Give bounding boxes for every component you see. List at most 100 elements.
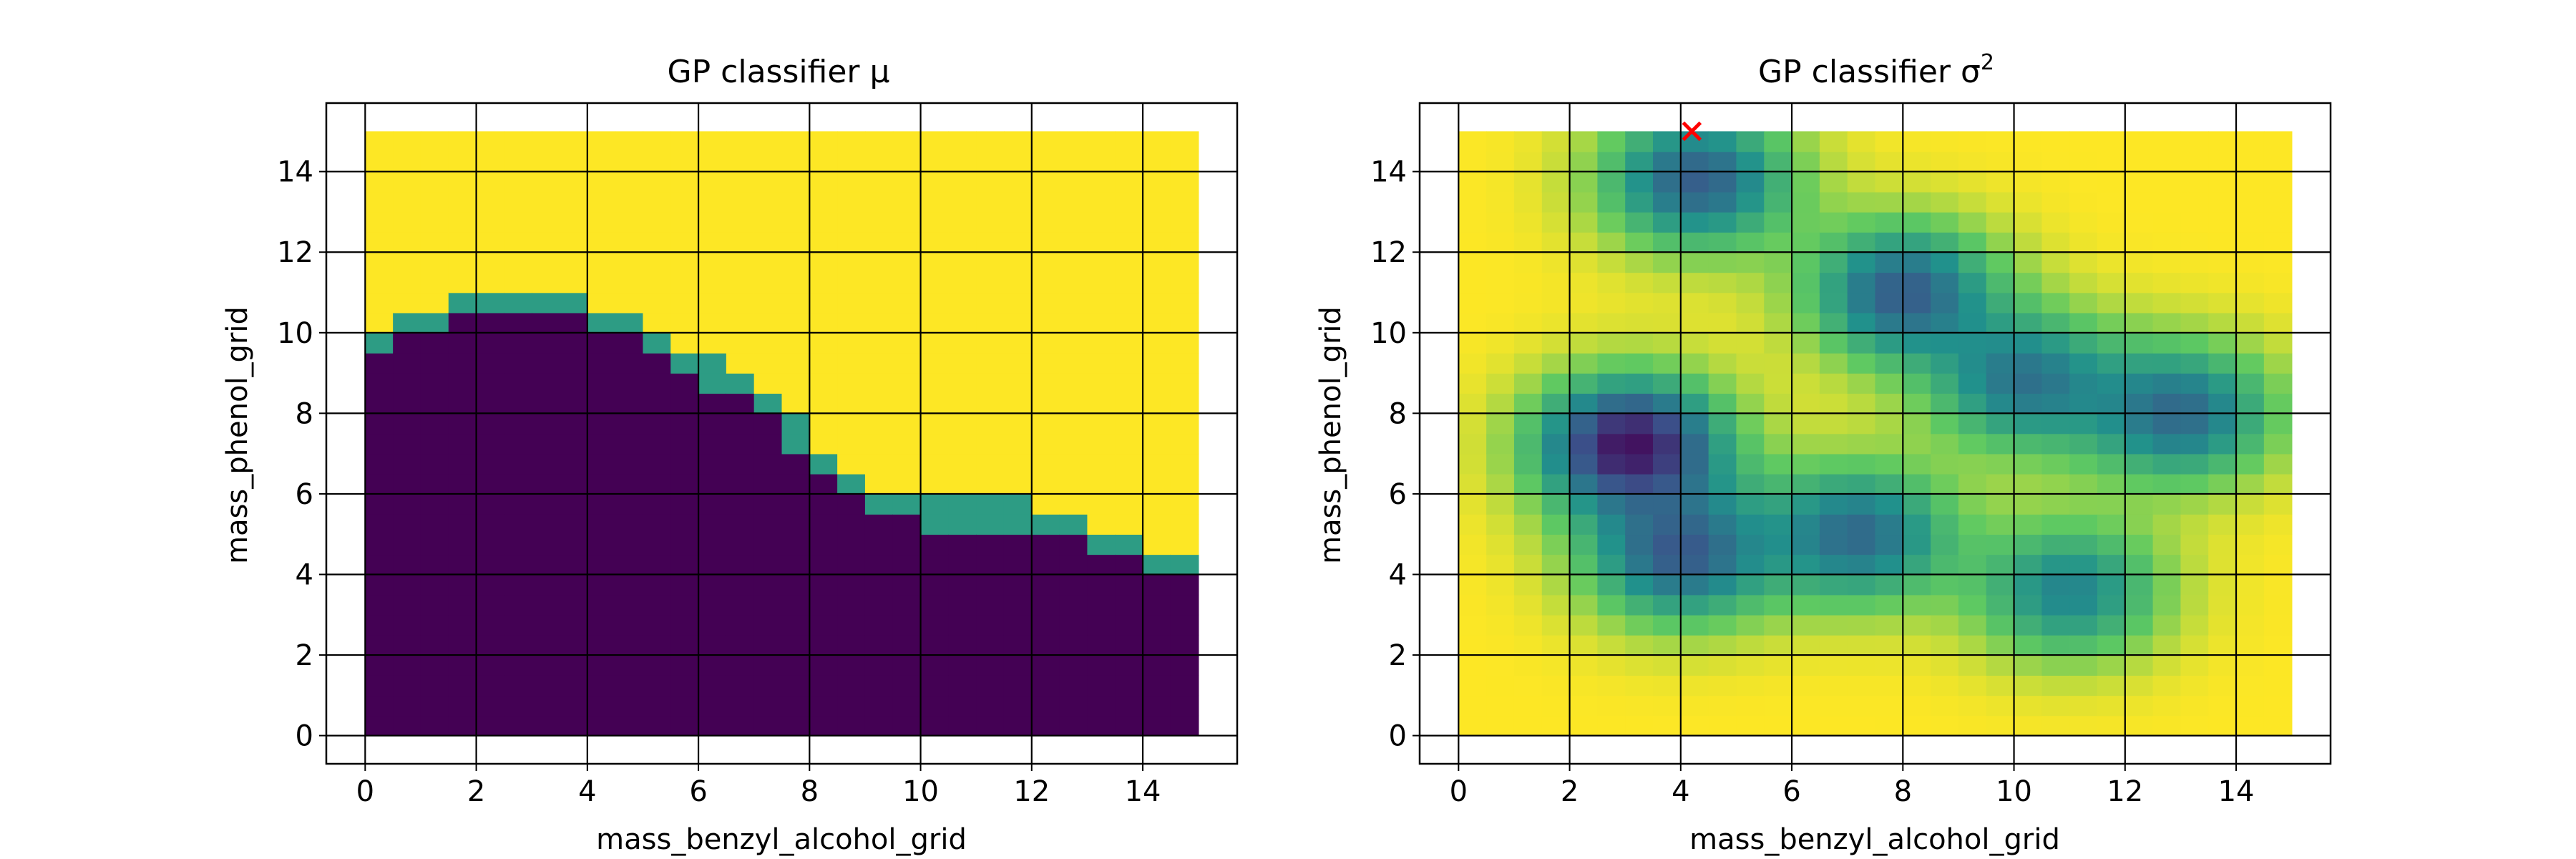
heatmap-cell (1931, 352, 1959, 374)
heatmap-cell (448, 312, 477, 334)
heatmap-cell (1708, 473, 1737, 495)
heatmap-cell (448, 473, 477, 495)
heatmap-cell (1541, 191, 1571, 213)
heatmap-cell (864, 493, 894, 515)
heatmap-cell (1003, 715, 1033, 737)
heatmap-cell (393, 655, 421, 676)
heatmap-cell (892, 473, 922, 495)
heatmap-cell (809, 514, 838, 535)
heatmap-cell (1764, 191, 1792, 213)
heatmap-cell (643, 574, 672, 596)
heatmap-cell (2208, 594, 2237, 616)
heatmap-cell (864, 252, 894, 273)
heatmap-cell (1792, 695, 1820, 717)
y-tick-label: 0 (296, 720, 313, 753)
heatmap-cell (2180, 614, 2210, 636)
heatmap-cell (2124, 594, 2154, 616)
heatmap-cell (2208, 151, 2237, 173)
heatmap-cell (393, 493, 421, 515)
y-tick-label: 2 (1389, 639, 1407, 672)
heatmap-cell (1458, 373, 1487, 394)
heatmap-cell (2097, 534, 2126, 555)
heatmap-cell (2236, 312, 2265, 334)
heatmap-cell (1170, 634, 1199, 656)
heatmap-cell (1143, 614, 1171, 636)
heatmap-cell (670, 211, 699, 233)
heatmap-cell (1003, 594, 1033, 616)
heatmap-cell (670, 493, 699, 515)
heatmap-cell (1458, 272, 1487, 293)
heatmap-cell (2124, 151, 2154, 173)
heatmap-cell (2124, 232, 2154, 253)
heatmap-cell (1792, 473, 1820, 495)
heatmap-cell (781, 252, 811, 273)
heatmap-cell (698, 332, 727, 354)
heatmap-cell (420, 453, 449, 475)
heatmap-cell (1903, 252, 1931, 273)
heatmap-cell (2014, 433, 2043, 455)
heatmap-cell (1819, 655, 1848, 676)
heatmap-cell (698, 493, 727, 515)
heatmap-cell (781, 675, 811, 697)
heatmap-cell (920, 413, 950, 435)
heatmap-cell (1458, 352, 1487, 374)
heatmap-cell (976, 534, 1005, 555)
heatmap-cell (948, 675, 977, 697)
axes-frame (325, 102, 1239, 765)
heatmap-cell (643, 493, 672, 515)
heatmap-cell (2041, 554, 2070, 576)
heatmap-cell (1819, 634, 1848, 656)
heatmap-cell (2152, 614, 2182, 636)
heatmap-cell (1059, 473, 1088, 495)
heatmap-cell (1764, 292, 1792, 314)
heatmap-cell (1486, 292, 1515, 314)
heatmap-cell (2014, 695, 2043, 717)
heatmap-cell (670, 332, 699, 354)
heatmap-cell (781, 191, 811, 213)
heatmap-cell (532, 493, 560, 515)
heatmap-cell (1031, 373, 1060, 394)
heatmap-cell (365, 433, 394, 455)
heatmap-cell (1597, 675, 1626, 697)
heatmap-cell (587, 272, 616, 293)
heatmap-cell (1087, 473, 1116, 495)
heatmap-cell (1764, 473, 1792, 495)
heatmap-cell (1143, 413, 1171, 435)
heatmap-cell (448, 393, 477, 414)
heatmap-cell (643, 695, 672, 717)
heatmap-cell (560, 534, 588, 555)
heatmap-cell (2152, 473, 2182, 495)
heatmap-cell (2152, 312, 2182, 334)
heatmap-cell (837, 493, 866, 515)
heatmap-cell (864, 131, 894, 152)
y-tick-label: 14 (1370, 156, 1407, 189)
heatmap-cell (753, 514, 783, 535)
heatmap-cell (670, 715, 699, 737)
heatmap-cell (2014, 675, 2043, 697)
heatmap-cell (1513, 453, 1543, 475)
heatmap-cell (643, 534, 672, 555)
heatmap-cell (1458, 211, 1487, 233)
heatmap-cell (976, 715, 1005, 737)
heatmap-cell (864, 675, 894, 697)
heatmap-cell (948, 453, 977, 475)
heatmap-cell (2263, 453, 2293, 475)
heatmap-cell (393, 473, 421, 495)
heatmap-cell (753, 151, 783, 173)
heatmap-cell (726, 413, 755, 435)
heatmap-cell (2069, 554, 2098, 576)
heatmap-cell (892, 634, 922, 656)
heatmap-cell (1458, 232, 1487, 253)
heatmap-cell (1986, 332, 2015, 354)
heatmap-cell (448, 675, 477, 697)
heatmap-cell (670, 171, 699, 193)
heatmap-cell (1736, 715, 1765, 737)
heatmap-cell (1031, 695, 1060, 717)
heatmap-cell (532, 614, 560, 636)
heatmap-cell (670, 675, 699, 697)
heatmap-cell (1847, 352, 1876, 374)
heatmap-cell (365, 655, 394, 676)
heatmap-cell (1059, 373, 1088, 394)
heatmap-cell (2014, 171, 2043, 193)
heatmap-cell (1653, 272, 1682, 293)
